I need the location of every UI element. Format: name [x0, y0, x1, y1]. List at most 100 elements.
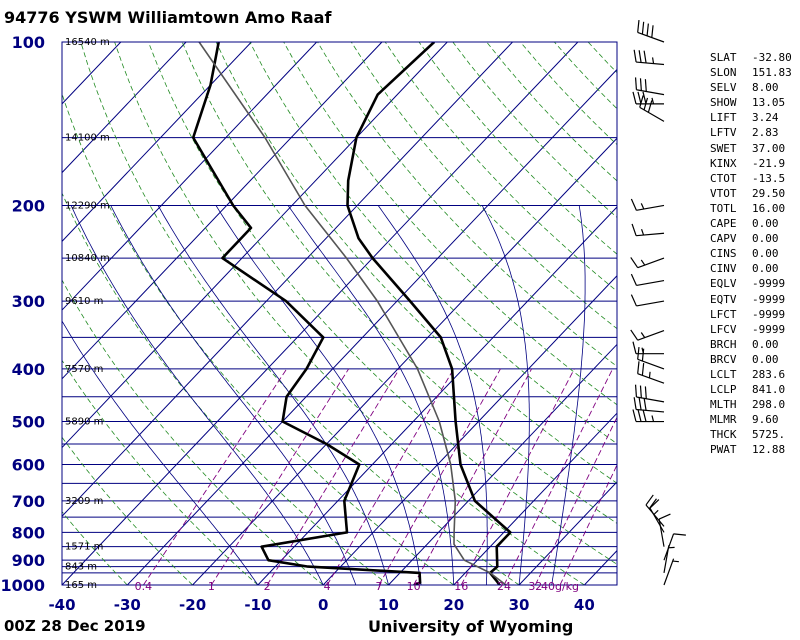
index-row: CINS 0.00 [710, 246, 792, 261]
index-row: SHOW 13.05 [710, 95, 792, 110]
index-value: 3.24 [752, 111, 779, 125]
mixing-ratio-label: 32 [528, 580, 542, 593]
moist-adiabat [287, 205, 455, 585]
wind-barb [645, 494, 665, 527]
mixing-ratio-line [413, 368, 532, 585]
index-key: CINV [710, 262, 737, 276]
index-row: LFCT -9999 [710, 307, 792, 322]
index-value: -9999 [752, 322, 786, 336]
isotherm-line [62, 42, 448, 449]
wind-barb [634, 77, 665, 96]
index-value: 12.88 [752, 443, 786, 457]
dry-adiabat [114, 42, 585, 585]
index-key: BRCV [710, 352, 737, 366]
index-value: 16.00 [752, 201, 786, 215]
index-key: MLTH [710, 398, 737, 412]
index-value: 2.83 [752, 126, 779, 140]
index-key: EQLV [710, 277, 737, 291]
temperature-tick-label: 10 [378, 596, 399, 614]
moist-adiabat [70, 205, 324, 585]
index-key: PWAT [710, 443, 737, 457]
mixing-ratio-label: 7 [375, 580, 382, 593]
index-key: THCK [710, 428, 737, 442]
pressure-tick-label: 100 [12, 33, 45, 52]
index-row: CINV 0.00 [710, 261, 792, 276]
index-value: 283.6 [752, 367, 786, 381]
height-label: 5890 m [65, 417, 103, 428]
wind-barb [631, 223, 665, 237]
height-label: 10840 m [65, 253, 110, 264]
index-value: -21.9 [752, 156, 786, 170]
wind-barb [637, 20, 665, 43]
index-row: EQTV -9999 [710, 292, 792, 307]
moist-adiabat [62, 320, 259, 585]
index-row: PWAT 12.88 [710, 442, 792, 457]
wind-barb [637, 346, 665, 370]
height-label: 165 m [65, 580, 97, 591]
mixing-ratio-line [143, 368, 288, 585]
temperature-tick-label: 30 [509, 596, 530, 614]
dry-adiabat [283, 42, 617, 406]
isotherm-line [257, 206, 617, 585]
index-row: EQLV -9999 [710, 276, 792, 291]
index-row: SLON 151.83 [710, 65, 792, 80]
moist-adiabat [481, 205, 530, 585]
mixing-ratio-line [210, 368, 350, 585]
mixing-ratio-line [266, 368, 400, 585]
isotherm-line [62, 42, 579, 585]
parcel-profile [198, 42, 507, 585]
wind-barb [630, 257, 665, 269]
dry-adiabat [317, 42, 617, 367]
index-value: 841.0 [752, 383, 786, 397]
index-row: SELV 8.00 [710, 80, 792, 95]
wind-barb [637, 361, 665, 384]
wind-barb [639, 95, 665, 122]
height-label: 843 m [65, 562, 97, 573]
dry-adiabat [181, 42, 617, 524]
wind-barb [630, 294, 665, 307]
mixing-ratio-line [503, 368, 614, 585]
isotherm-line [322, 274, 617, 585]
stability-indices-panel: SLAT -32.80 SLON 151.83 SELV 8.00 SHOW 13.05 LIF… [710, 50, 792, 458]
mixing-ratio-label: 24 [497, 580, 511, 593]
temperature-tick-label: -20 [179, 596, 206, 614]
temperature-tick-label: -40 [48, 596, 75, 614]
wind-barb [632, 341, 664, 355]
height-label: 3209 m [65, 496, 103, 507]
pressure-tick-label: 600 [12, 456, 45, 475]
isotherm-line [62, 42, 187, 174]
isotherm-line [62, 42, 252, 243]
wind-barb [663, 545, 675, 574]
wind-barb [630, 329, 665, 341]
index-value: -32.80 [752, 51, 792, 64]
wind-barb [630, 198, 665, 211]
index-key: SWET [710, 141, 737, 155]
dry-adiabat [62, 92, 455, 585]
wind-barb [663, 558, 679, 586]
mixing-ratio-line [534, 416, 617, 585]
wind-barb [632, 91, 664, 105]
mixing-ratio-label: 16 [454, 580, 468, 593]
pressure-tick-label: 500 [12, 413, 45, 432]
index-value: 0.00 [752, 232, 779, 246]
isotherm-line [62, 42, 383, 380]
isotherm-line [62, 42, 513, 517]
height-label: 14100 m [65, 133, 110, 144]
wind-barb [658, 513, 671, 547]
index-row: BRCH 0.00 [710, 337, 792, 352]
index-row: TOTL 16.00 [710, 201, 792, 216]
mixing-ratio-line [559, 463, 617, 585]
index-key: LFTV [710, 126, 737, 140]
index-key: LCLT [710, 367, 737, 381]
dry-adiabat [148, 42, 617, 565]
index-row: LCLP 841.0 [710, 382, 792, 397]
index-value: 37.00 [752, 141, 786, 155]
mixing-ratio-label: 10 [407, 580, 421, 593]
dry-adiabat [62, 192, 389, 585]
mixing-ratio-label: 40g/kg [541, 580, 579, 593]
index-row: CTOT -13.5 [710, 171, 792, 186]
chart-title: 94776 YSWM Williamtown Amo Raaf [4, 8, 332, 27]
temperature-tick-label: -30 [114, 596, 141, 614]
pressure-tick-label: 200 [12, 196, 45, 215]
